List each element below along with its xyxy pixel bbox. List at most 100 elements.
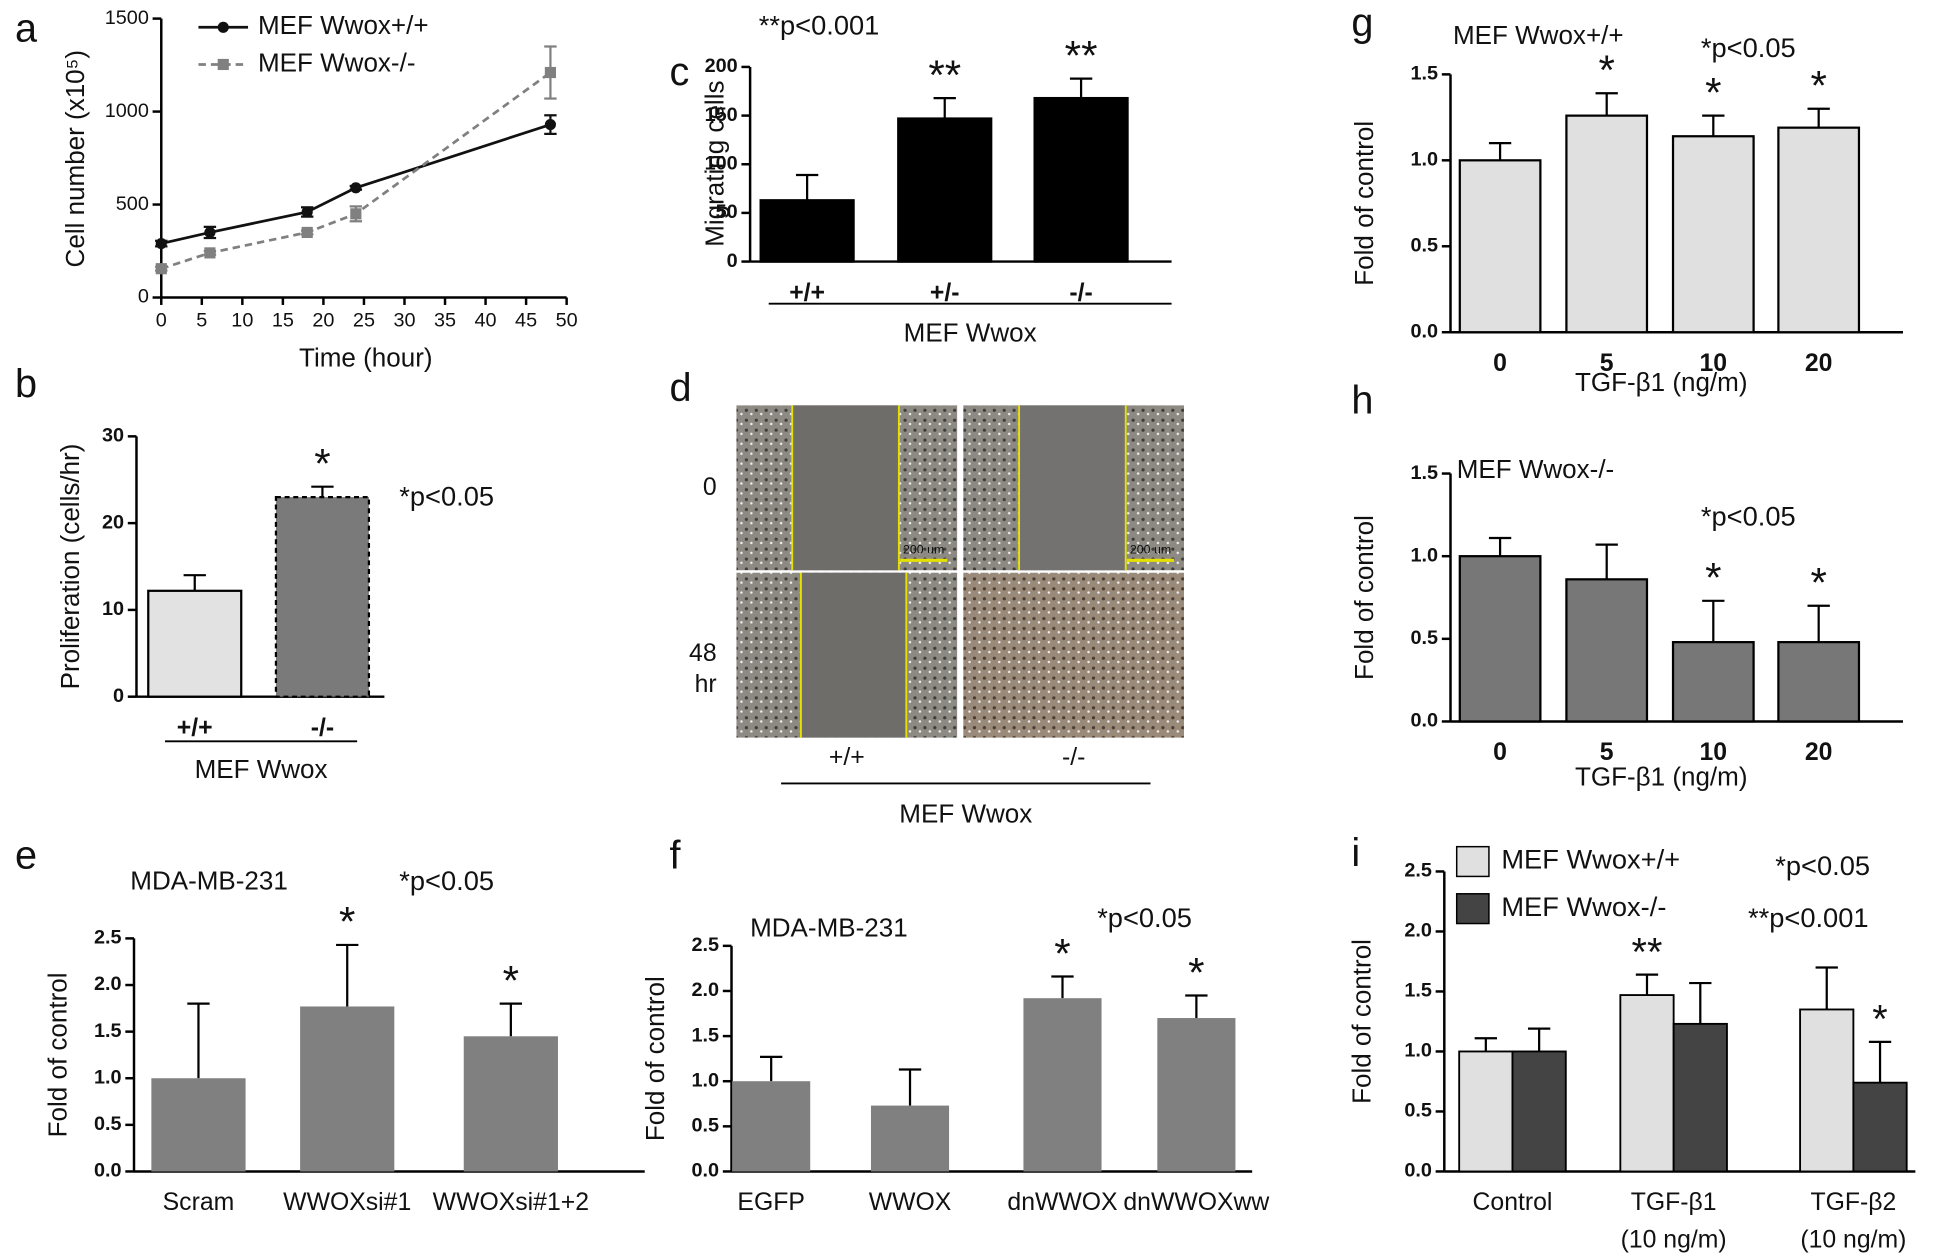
x-tick-label: +/+ — [177, 714, 213, 741]
x-tick-label: WWOXsi#1+2 — [433, 1189, 589, 1216]
data-point — [301, 226, 313, 239]
significance-mark: ** — [1632, 930, 1663, 974]
x-tick-label: 40 — [475, 309, 497, 331]
y-tick-label: 100 — [705, 152, 738, 174]
x-tick-label: WWOX — [869, 1189, 952, 1216]
y-tick-label: 1.5 — [1404, 980, 1432, 1002]
data-point — [350, 208, 362, 220]
x-tick-label: Scram — [163, 1189, 235, 1216]
x-tick-label: 5 — [1600, 350, 1614, 377]
panel-title: MDA-MB-231 — [750, 913, 908, 943]
y-axis-label: Migrating cells — [700, 80, 730, 246]
panel-title: MDA-MB-231 — [130, 866, 288, 896]
y-tick-label: 1.0 — [94, 1066, 122, 1088]
x-tick-label: 10 — [231, 309, 253, 331]
y-tick-label: 1.5 — [94, 1020, 122, 1042]
bar — [1777, 641, 1861, 723]
y-tick-label: 1.5 — [1411, 462, 1439, 484]
x-axis-label: TGF-β1 (ng/m) — [1575, 761, 1748, 791]
x-tick-label: -/- — [1069, 279, 1092, 306]
significance-mark: * — [1705, 69, 1721, 116]
y-tick-label: 2.0 — [94, 973, 122, 995]
x-axis-label: Time (hour) — [299, 342, 432, 372]
y-tick-label: 0 — [138, 286, 149, 308]
bar — [463, 1036, 558, 1172]
x-tick-label: 15 — [272, 309, 294, 331]
bar — [732, 1081, 811, 1172]
y-tick-label: 0 — [113, 685, 124, 707]
x-tick-label: 30 — [393, 309, 415, 331]
y-tick-label: 1000 — [105, 100, 149, 122]
group-label: MEF Wwox — [904, 318, 1037, 348]
bar — [1799, 1008, 1855, 1173]
row-label: 48 — [689, 640, 717, 667]
y-tick-label: 10 — [102, 598, 124, 620]
x-tick-label: 50 — [556, 309, 578, 331]
legend-label: MEF Wwox+/+ — [1501, 844, 1680, 875]
scale-bar-label: 200 um — [903, 543, 944, 557]
significance-mark: * — [1188, 949, 1204, 996]
x-tick-label: 35 — [434, 309, 456, 331]
y-tick-label: 2.5 — [1404, 860, 1432, 882]
x-tick-label: TGF-β1 — [1631, 1189, 1717, 1216]
y-tick-label: 0.0 — [94, 1160, 122, 1182]
y-tick-label: 1500 — [105, 7, 149, 29]
panel-letter: f — [670, 833, 682, 877]
x-tick-label: 0 — [156, 309, 167, 331]
data-point — [544, 119, 556, 131]
bar — [1565, 114, 1649, 334]
bar — [1458, 555, 1542, 723]
bar — [274, 495, 371, 698]
panel-title: MEF Wwox-/- — [1457, 454, 1615, 484]
significance-mark: * — [1705, 554, 1721, 601]
group-label: MEF Wwox — [195, 754, 328, 784]
significance-mark: * — [1598, 47, 1614, 94]
x-tick-label: dnWWOXww — [1123, 1189, 1269, 1216]
legend-label: MEF Wwox+/+ — [258, 10, 429, 40]
data-point — [155, 238, 167, 250]
bar — [300, 1006, 395, 1172]
x-tick-label: 25 — [353, 309, 375, 331]
data-point — [544, 66, 556, 79]
y-tick-label: 0.0 — [692, 1160, 720, 1182]
panel-letter: d — [670, 366, 692, 410]
y-tick-label: 1.0 — [1411, 149, 1439, 171]
x-tick-label: WWOXsi#1 — [283, 1189, 411, 1216]
x-tick-label: 20 — [312, 309, 334, 331]
bar — [1565, 578, 1649, 723]
annotation: *p<0.05 — [1775, 850, 1870, 881]
column-label: -/- — [1062, 744, 1085, 771]
bar — [151, 1078, 246, 1172]
annotation: *p<0.05 — [399, 865, 494, 896]
bar — [1671, 135, 1755, 334]
y-tick-label: 0 — [727, 250, 738, 272]
significance-mark: ** — [1065, 32, 1098, 79]
bar — [147, 589, 243, 698]
significance-mark: ** — [928, 51, 961, 98]
significance-mark: * — [314, 440, 330, 487]
micrograph — [963, 572, 1184, 738]
annotation: **p<0.001 — [759, 9, 880, 40]
y-tick-label: 0.0 — [1404, 1160, 1432, 1182]
x-tick-label: 5 — [196, 309, 207, 331]
x-tick-label: 45 — [515, 309, 537, 331]
bar — [1619, 994, 1675, 1173]
y-axis-label: Fold of control — [42, 973, 72, 1138]
y-tick-label: 0.5 — [1411, 627, 1439, 649]
significance-mark: * — [1810, 62, 1826, 109]
bar — [1033, 96, 1129, 263]
y-tick-label: 0.0 — [1411, 710, 1439, 732]
significance-mark: * — [1872, 998, 1887, 1042]
column-label: +/+ — [829, 744, 865, 771]
x-tick-label: -/- — [311, 714, 334, 741]
legend-label: MEF Wwox-/- — [258, 47, 416, 77]
bar — [1157, 1018, 1236, 1172]
x-tick-label: +/- — [930, 279, 960, 306]
y-axis-label: Cell number (x10⁵) — [60, 50, 90, 268]
legend-swatch — [1455, 845, 1490, 878]
annotation: *p<0.05 — [1097, 902, 1192, 933]
y-tick-label: 1.0 — [692, 1069, 720, 1091]
x-tick-label: 0 — [1493, 350, 1507, 377]
y-axis-label: Proliferation (cells/hr) — [55, 444, 85, 690]
annotation: *p<0.05 — [399, 481, 494, 512]
